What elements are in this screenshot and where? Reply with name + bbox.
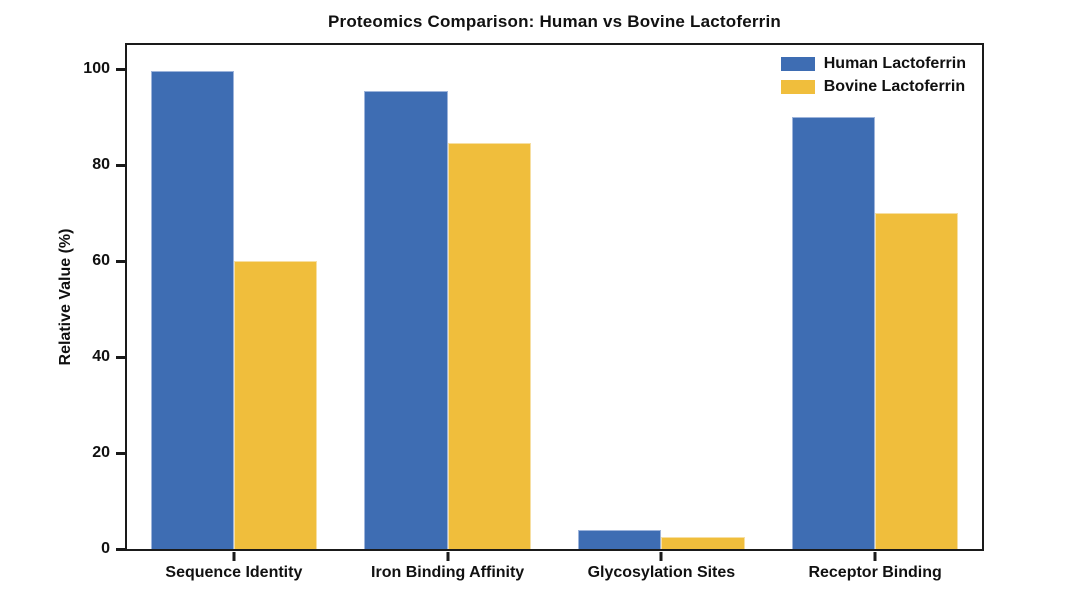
- plot-area: Sequence Identity Iron Binding Affinity Gl…: [83, 43, 984, 581]
- legend-swatch: [780, 57, 815, 71]
- y-tick-mark: [115, 163, 125, 167]
- y-tick-mark: [115, 355, 125, 359]
- y-tick-label: 100: [83, 60, 110, 77]
- x-tick-mark: [659, 551, 663, 561]
- bar-group: Iron Binding Affinity: [341, 45, 555, 581]
- legend-label: Bovine Lactoferrin: [823, 78, 966, 95]
- y-tick-label: 40: [92, 348, 110, 365]
- y-tick-mark: [115, 67, 125, 71]
- y-tick-label: 0: [101, 540, 110, 557]
- x-tick-mark: [446, 551, 450, 561]
- bar-human-lactoferrin: [364, 90, 448, 549]
- bar-human-lactoferrin: [791, 117, 876, 549]
- legend-swatch: [780, 80, 815, 94]
- y-tick-mark: [115, 451, 125, 455]
- bar-bovine-lactoferrin: [875, 213, 959, 549]
- legend: Human Lactoferrin Bovine Lactoferrin: [780, 55, 966, 96]
- bar-human-lactoferrin: [578, 529, 662, 549]
- bar-group: Sequence Identity: [127, 45, 341, 581]
- bar-groups: Sequence Identity Iron Binding Affinity Gl…: [127, 45, 982, 581]
- x-tick-label: Glycosylation Sites: [587, 564, 736, 581]
- bar-group: Glycosylation Sites: [555, 45, 769, 581]
- bar-group: Receptor Binding: [768, 45, 982, 581]
- x-tick-label: Sequence Identity: [165, 564, 303, 581]
- y-tick-mark: [115, 547, 125, 551]
- x-tick-mark: [873, 551, 877, 561]
- bar-bovine-lactoferrin: [661, 537, 745, 549]
- legend-item: Bovine Lactoferrin: [780, 78, 966, 96]
- x-tick-label: Iron Binding Affinity: [371, 564, 525, 581]
- y-tick-label: 80: [92, 156, 110, 173]
- y-axis-title: Relative Value (%): [57, 228, 74, 366]
- x-tick-mark: [232, 551, 236, 561]
- chart-title: Proteomics Comparison: Human vs Bovine L…: [327, 12, 782, 31]
- bar-bovine-lactoferrin: [233, 261, 318, 549]
- bar-human-lactoferrin: [150, 71, 234, 549]
- y-tick-label: 60: [92, 252, 110, 269]
- y-tick-label: 20: [92, 444, 110, 461]
- bar-bovine-lactoferrin: [447, 143, 531, 549]
- y-tick-mark: [115, 259, 125, 263]
- legend-label: Human Lactoferrin: [823, 55, 966, 72]
- x-tick-label: Receptor Binding: [808, 564, 942, 581]
- legend-item: Human Lactoferrin: [780, 55, 966, 73]
